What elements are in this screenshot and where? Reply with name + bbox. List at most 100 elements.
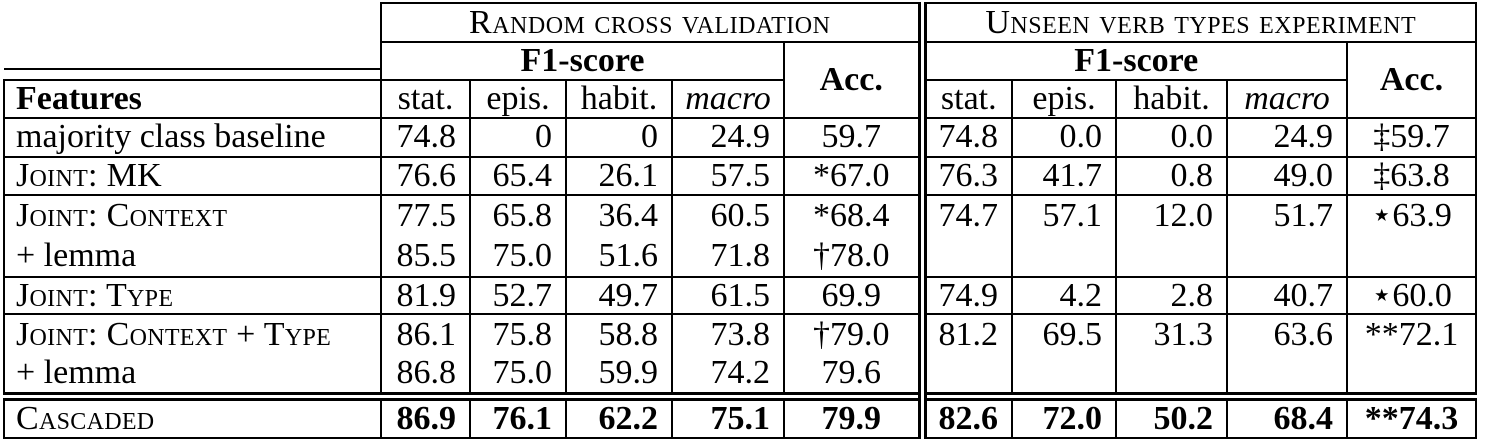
score-cell [1346, 235, 1477, 277]
score-cell: 81.9 [380, 275, 470, 315]
score-cell: 31.3 [1115, 313, 1227, 355]
score-cell: 73.8 [671, 313, 784, 355]
features-column-header: Features [3, 79, 381, 118]
score-cell: 74.7 [917, 193, 1012, 236]
score-cell: 36.4 [565, 193, 672, 236]
score-cell: 63.6 [1226, 313, 1347, 355]
subcol-habit-right: habit. [1115, 79, 1227, 118]
score-cell: 4.2 [1011, 275, 1116, 315]
feature-label: Joint: Type [3, 275, 381, 315]
feature-label: + lemma [3, 235, 381, 277]
section-header-row: Random cross validation Unseen verb type… [4, 2, 1477, 42]
features-spacer-cell [4, 42, 381, 80]
score-cell: 0.8 [1115, 155, 1227, 195]
acc-header-left: Acc. [783, 41, 922, 118]
score-cell [1115, 354, 1227, 397]
score-cell: 58.8 [565, 313, 672, 355]
score-cell: ‡59.7 [1346, 116, 1477, 157]
subcol-stat-left: stat. [380, 79, 470, 118]
score-cell: 50.2 [1115, 391, 1227, 439]
score-cell [1011, 354, 1116, 397]
score-cell: 86.8 [380, 354, 470, 397]
subcol-stat-right: stat. [917, 79, 1012, 118]
score-cell: 74.8 [917, 116, 1012, 157]
f1-score-header-right: F1-score [917, 41, 1347, 80]
score-cell: 74.8 [380, 116, 470, 157]
acc-header-right: Acc. [1346, 41, 1477, 118]
score-cell: 75.0 [469, 354, 566, 397]
score-cell: 79.6 [783, 354, 922, 397]
feature-label: majority class baseline [3, 116, 381, 157]
score-cell: 81.2 [917, 313, 1012, 355]
score-cell: 52.7 [469, 275, 566, 315]
score-cell: 74.9 [917, 275, 1012, 315]
score-cell: 24.9 [671, 116, 784, 157]
score-cell: 0 [565, 116, 672, 157]
score-cell: 75.0 [469, 235, 566, 277]
score-cell: 74.2 [671, 354, 784, 397]
table-row: Joint: Context + Type 86.1 75.8 58.8 73.… [3, 313, 1477, 355]
score-cell: 61.5 [671, 275, 784, 315]
table-row: + lemma 85.5 75.0 51.6 71.8 †78.0 [3, 235, 1477, 277]
subcol-macro-right: macro [1226, 79, 1347, 118]
table-row: + lemma 86.8 75.0 59.9 74.2 79.6 [3, 354, 1477, 397]
score-cell [1346, 354, 1477, 397]
f1-score-header-left: F1-score [380, 41, 784, 80]
score-cell: 51.6 [565, 235, 672, 277]
score-cell: 59.7 [783, 116, 922, 157]
score-cell [917, 354, 1012, 397]
score-cell: 0.0 [1115, 116, 1227, 157]
results-table: Random cross validation Unseen verb type… [3, 2, 1477, 439]
corner-empty-cell [4, 3, 381, 42]
score-cell: 41.7 [1011, 155, 1116, 195]
score-cell: 57.5 [671, 155, 784, 195]
score-cell: 68.4 [1226, 391, 1347, 439]
subcol-epis-left: epis. [469, 79, 566, 118]
score-cell: 12.0 [1115, 193, 1227, 236]
score-cell [1226, 354, 1347, 397]
score-cell: 82.6 [917, 391, 1012, 439]
score-cell [917, 235, 1012, 277]
score-cell: †78.0 [783, 235, 922, 277]
score-cell: 72.0 [1011, 391, 1116, 439]
score-cell: 49.7 [565, 275, 672, 315]
score-cell: ‡63.8 [1346, 155, 1477, 195]
score-cell: 0.0 [1011, 116, 1116, 157]
feature-label: + lemma [3, 354, 381, 397]
score-cell: 69.5 [1011, 313, 1116, 355]
score-cell: 40.7 [1226, 275, 1347, 315]
f1-header-row: F1-score Acc. F1-score Acc. [4, 41, 1477, 118]
score-cell: 60.5 [671, 193, 784, 236]
score-cell: 59.9 [565, 354, 672, 397]
score-cell: †79.0 [783, 313, 922, 355]
table-row-cascaded: Cascaded 86.9 76.1 62.2 75.1 79.9 82.6 7… [3, 391, 1477, 439]
score-cell: ⋆60.0 [1346, 275, 1477, 315]
feature-label: Joint: Context [3, 193, 381, 236]
score-cell: 69.9 [783, 275, 922, 315]
score-cell: 65.4 [469, 155, 566, 195]
score-cell [1115, 235, 1227, 277]
table-row: Joint: Type 81.9 52.7 49.7 61.5 69.9 74.… [3, 275, 1477, 315]
table-row: majority class baseline 74.8 0 0 24.9 59… [3, 116, 1477, 157]
section-header-random-cross-validation: Random cross validation [380, 2, 922, 42]
score-cell: 0 [469, 116, 566, 157]
score-cell: 76.1 [469, 391, 566, 439]
feature-label: Joint: MK [3, 155, 381, 195]
score-cell: 77.5 [380, 193, 470, 236]
score-cell: **72.1 [1346, 313, 1477, 355]
score-cell: *68.4 [783, 193, 922, 236]
score-cell [1226, 235, 1347, 277]
subcol-macro-left: macro [671, 79, 784, 118]
subcolumn-header-row: Features stat. epis. habit. macro stat. … [3, 79, 1476, 118]
score-cell: 79.9 [783, 391, 922, 439]
score-cell: 24.9 [1226, 116, 1347, 157]
score-cell: 57.1 [1011, 193, 1116, 236]
score-cell: 75.1 [671, 391, 784, 439]
score-cell: 75.8 [469, 313, 566, 355]
score-cell: 86.9 [380, 391, 470, 439]
score-cell: 85.5 [380, 235, 470, 277]
score-cell: 65.8 [469, 193, 566, 236]
table-row: Joint: Context 77.5 65.8 36.4 60.5 *68.4… [3, 193, 1477, 236]
subcol-epis-right: epis. [1011, 79, 1116, 118]
score-cell: 71.8 [671, 235, 784, 277]
